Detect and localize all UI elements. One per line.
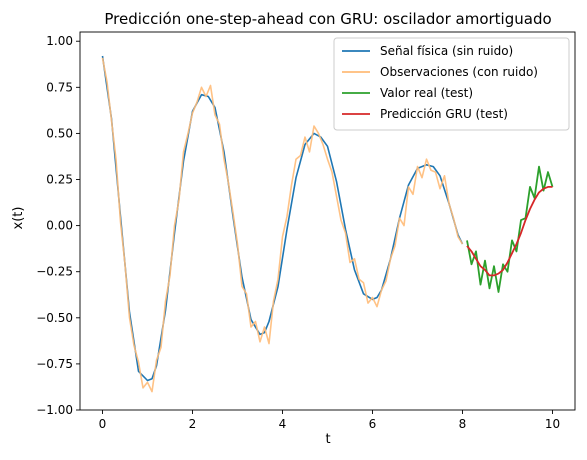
legend-label-2: Valor real (test) — [380, 86, 473, 100]
y-tick-label-4: 0.00 — [46, 219, 73, 233]
y-tick-label-3: −0.25 — [36, 265, 73, 279]
legend-label-0: Señal física (sin ruido) — [380, 44, 513, 58]
legend-box — [333, 37, 570, 131]
y-tick-label-7: 0.75 — [46, 80, 73, 94]
y-tick-label-1: −0.75 — [36, 357, 73, 371]
legend-label-1: Observaciones (con ruido) — [380, 65, 538, 79]
x-tick-label-5: 10 — [545, 417, 560, 431]
x-axis-label: t — [325, 432, 330, 447]
x-tick-label-0: 0 — [99, 417, 107, 431]
x-tick-label-1: 2 — [189, 417, 197, 431]
plot-area: 0 2 4 6 8 10 −1.00 −0.75 −0.50 −0.25 0.00 0.25 0.50 0… — [36, 31, 576, 431]
axes-frame — [79, 31, 576, 411]
chart-title: Predicción one-step-ahead con GRU: oscil… — [104, 10, 551, 28]
legend-label-3: Predicción GRU (test) — [380, 107, 508, 121]
y-tick-label-2: −0.50 — [36, 311, 73, 325]
series-line-1 — [101, 57, 464, 393]
series-line-3 — [466, 185, 553, 277]
y-tick-label-0: −1.00 — [36, 403, 73, 417]
x-tick-label-3: 6 — [369, 417, 377, 431]
series-line-0 — [101, 55, 464, 382]
x-tick-label-2: 4 — [279, 417, 287, 431]
y-axis-label: x(t) — [11, 207, 26, 230]
y-tick-label-6: 0.50 — [46, 126, 73, 140]
x-tick-label-4: 8 — [459, 417, 467, 431]
y-tick-label-8: 1.00 — [46, 34, 73, 48]
y-tick-label-5: 0.25 — [46, 173, 73, 187]
